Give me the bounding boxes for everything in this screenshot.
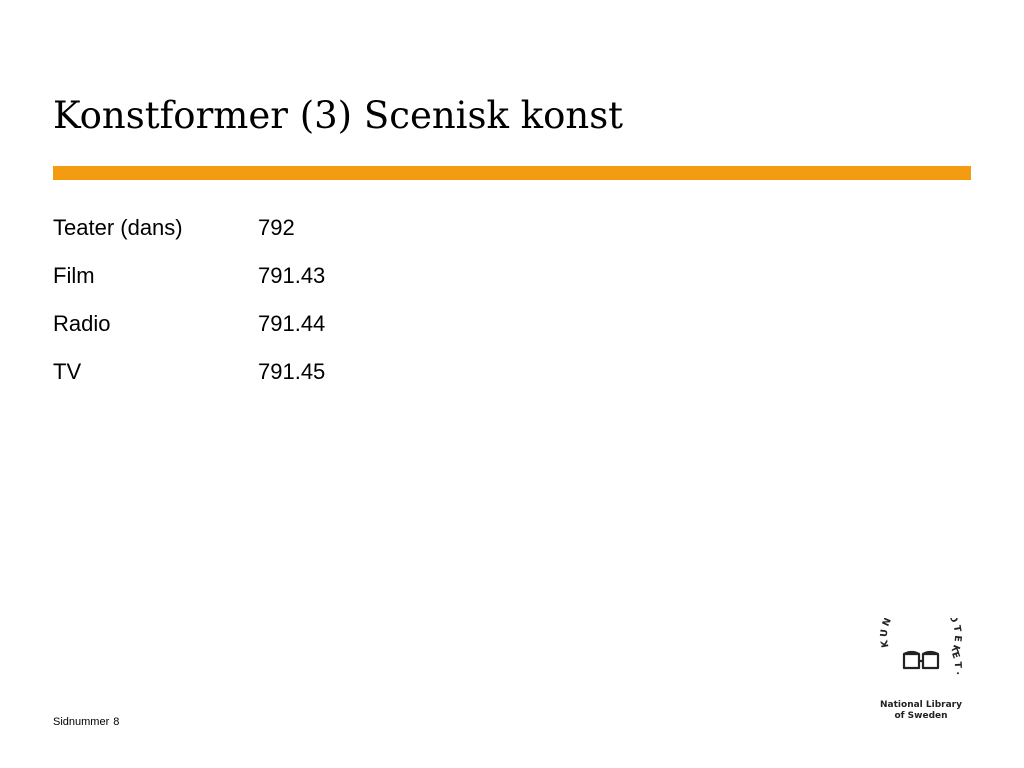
logo-subtitle-line-2: of Sweden [894,711,948,721]
title-underline-rule [53,166,971,180]
kb-logo-emblem-icon: KUNGL·BIBLIOTEKET· [879,618,964,678]
list-item: Teater (dans) 792 [53,212,325,260]
entry-code: 791.45 [258,359,326,384]
list-item: TV 791.45 [53,356,325,404]
list-item: Radio 791.44 [53,308,325,356]
page-number: 8 [113,716,120,728]
logo-subtitle-line-1: National Library [880,700,962,710]
entry-code: 791.43 [258,263,326,288]
page-number-label: Sidnummer [53,716,110,728]
entry-term: Radio [53,311,111,336]
slide-title: Konstformer (3) Scenisk konst [53,94,624,137]
entry-code: 791.44 [258,311,326,336]
svg-text:KUNGL·BIBLIOTEKET·: KUNGL·BIBLIOTEKET· [879,618,964,678]
list-item: Film 791.43 [53,260,325,308]
emblem-ring-text: KUNGL·BIBLIOTEKET· [879,618,964,678]
entry-term: Teater (dans) [53,215,183,240]
classification-list: Teater (dans) 792 Film 791.43 Radio 791.… [53,212,325,404]
book-emblem-icon [902,650,940,670]
entry-term: TV [53,359,82,384]
entry-code: 792 [258,215,295,240]
slide-footer: Sidnummer 8 [53,715,119,729]
entry-term: Film [53,263,95,288]
logo-subtitle: National Library of Sweden [866,700,976,722]
